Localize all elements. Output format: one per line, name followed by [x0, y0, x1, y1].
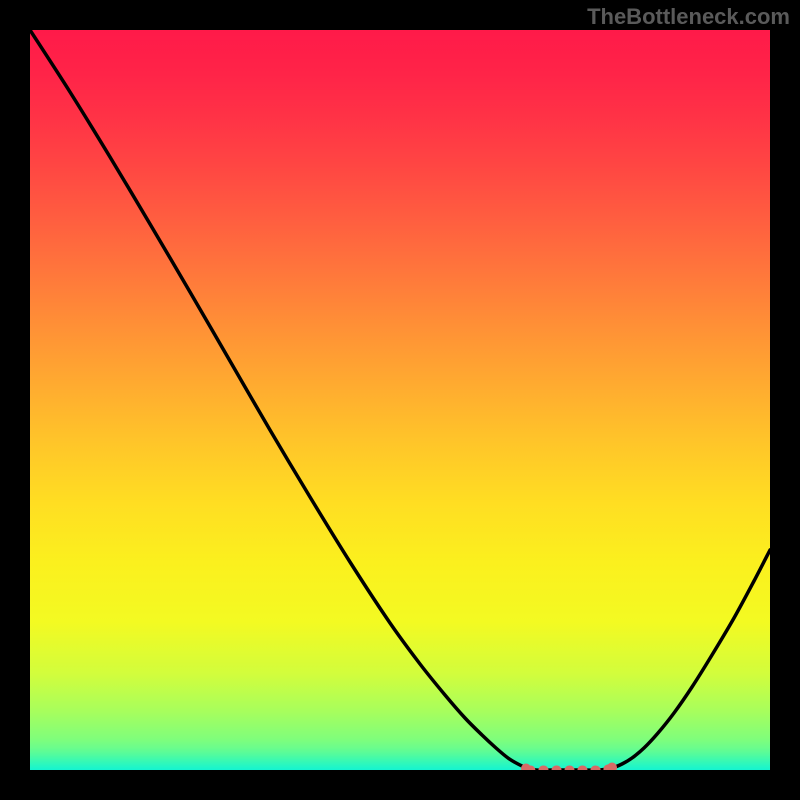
optimal-range-curve	[530, 769, 610, 770]
bottleneck-curve	[30, 30, 770, 770]
plot-area	[30, 30, 770, 770]
chart-container: TheBottleneck.com	[0, 0, 800, 800]
attribution-text: TheBottleneck.com	[587, 4, 790, 30]
curve-layer	[30, 30, 770, 770]
